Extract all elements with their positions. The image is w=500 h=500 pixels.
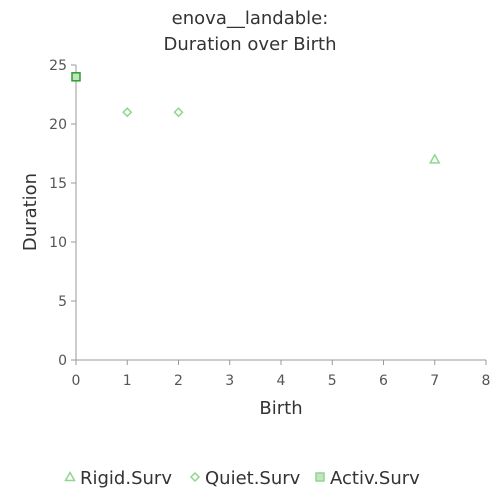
x-tick-label: 0 [72,373,81,389]
data-point-diamond [122,107,133,118]
x-tick-label: 6 [379,373,388,389]
legend-marker-triangle [64,470,76,482]
legend-marker-square [315,472,325,482]
data-point-diamond [173,107,184,118]
legend-label: Rigid.Surv [80,468,172,489]
y-tick-label: 25 [49,58,67,74]
x-tick-label: 7 [430,373,439,389]
axes [75,65,486,361]
ticks: 0 1 2 3 4 5 6 7 8 0 5 10 15 20 25 [49,58,490,389]
x-tick-label: 5 [328,373,337,389]
y-tick-label: 20 [49,117,67,133]
y-axis-label: Duration [20,173,41,251]
data-points [71,72,441,164]
y-tick-label: 0 [58,353,67,369]
x-tick-label: 4 [277,373,286,389]
x-tick-label: 8 [482,373,491,389]
legend: Rigid.Surv Quiet.Surv Activ.Surv [64,468,420,489]
data-point-triangle [428,153,441,164]
chart-title-line-2: Duration over Birth [164,34,337,55]
data-point-square [71,72,81,82]
x-tick-label: 2 [174,373,183,389]
y-tick-label: 5 [58,294,67,310]
x-tick-label: 3 [225,373,234,389]
legend-label: Quiet.Surv [205,468,301,489]
x-tick-label: 1 [123,373,132,389]
y-tick-label: 10 [49,235,67,251]
legend-label: Activ.Surv [330,468,420,489]
legend-marker-diamond [189,471,201,483]
chart-title-line-1: enova__landable: [172,8,329,29]
x-axis-label: Birth [259,398,302,419]
y-tick-label: 15 [49,176,67,192]
